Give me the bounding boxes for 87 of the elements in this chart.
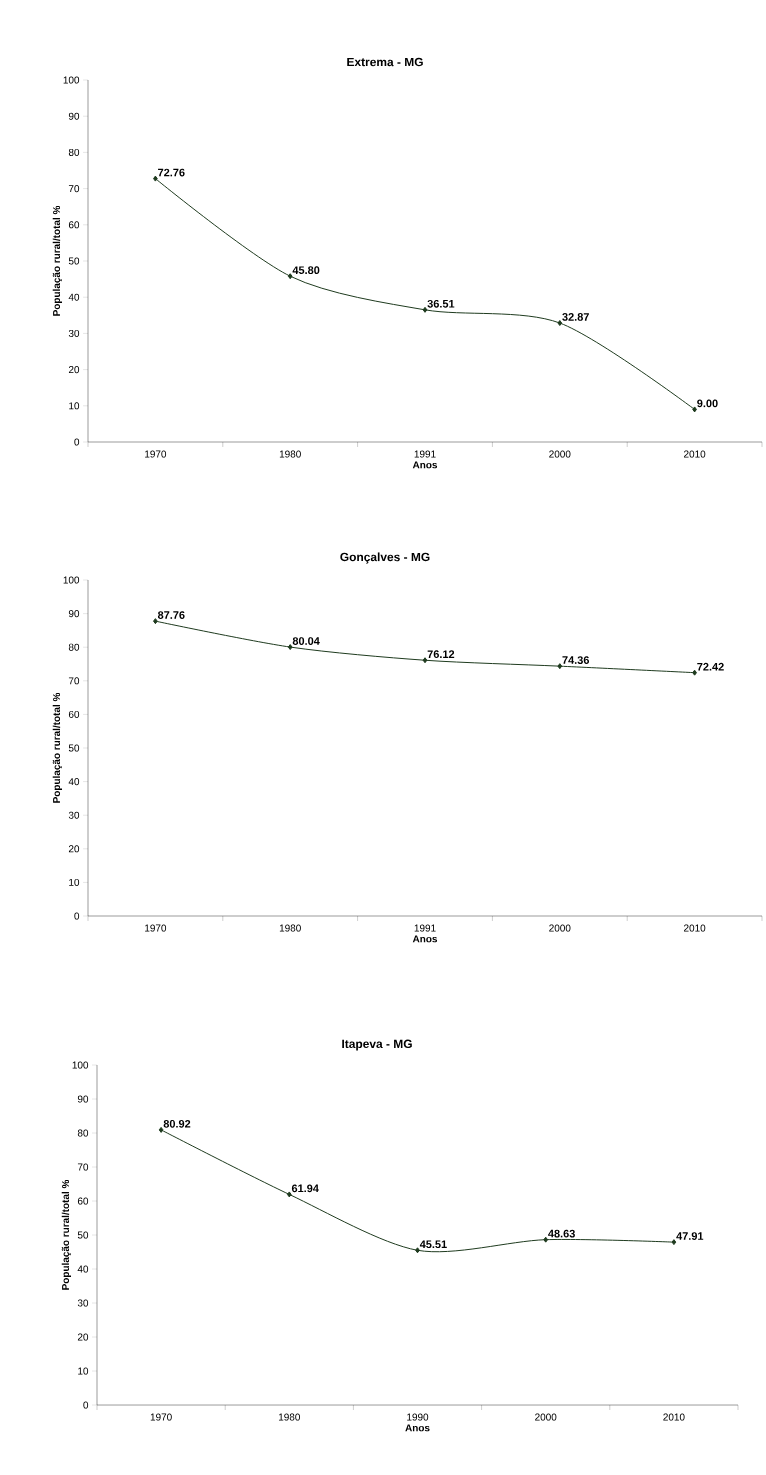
x-tick-label: 2010 — [663, 1413, 685, 1421]
y-tick-label: 100 — [72, 1061, 89, 1069]
y-tick-label: 10 — [69, 878, 80, 886]
y-tick-label: 60 — [77, 1197, 89, 1205]
y-tick-label: 40 — [77, 1265, 89, 1273]
chart-title: Itapeva - MG — [342, 1039, 412, 1051]
point — [158, 1126, 164, 1133]
data-label: 76.12 — [427, 650, 455, 659]
y-tick-label: 80 — [68, 643, 80, 651]
data-label: 9.00 — [697, 399, 718, 408]
y-tick-label: 0 — [74, 438, 80, 446]
x-tick-label: 1990 — [407, 1413, 429, 1421]
point — [557, 663, 563, 670]
point — [286, 1191, 292, 1198]
y-tick-label: 20 — [77, 1333, 89, 1341]
y-tick-label: 20 — [68, 366, 80, 374]
data-label: 61.94 — [291, 1184, 319, 1193]
y-tick-label: 90 — [77, 1095, 89, 1103]
x-tick-label: 2010 — [684, 450, 706, 458]
y-tick-label: 100 — [63, 576, 80, 584]
data-label: 72.42 — [697, 662, 724, 671]
x-tick-label: 2000 — [535, 1413, 557, 1421]
point — [671, 1239, 677, 1246]
y-axis-title: População rural/total % — [61, 1179, 72, 1290]
y-tick-label: 60 — [68, 710, 80, 718]
data-label: 47.91 — [676, 1232, 704, 1240]
data-label: 32.87 — [562, 313, 589, 321]
y-tick-label: 0 — [83, 1401, 89, 1409]
x-tick-label: 2010 — [684, 924, 706, 932]
x-tick-label: 2000 — [549, 450, 571, 458]
y-tick-label: 80 — [68, 148, 80, 156]
data-label: 45.80 — [292, 266, 320, 275]
point — [415, 1247, 420, 1254]
y-axis-title: População rural/total % — [52, 692, 63, 803]
point — [557, 320, 563, 326]
y-tick-label: 80 — [77, 1129, 89, 1137]
y-tick-label: 10 — [78, 1367, 89, 1375]
x-axis-title: Anos — [405, 1424, 430, 1432]
x-tick-label: 1970 — [145, 450, 167, 458]
y-tick-label: 40 — [68, 778, 80, 786]
data-label: 48.63 — [548, 1229, 575, 1238]
y-tick-label: 90 — [68, 112, 80, 120]
y-tick-label: 60 — [68, 221, 80, 229]
y-tick-label: 20 — [68, 845, 80, 853]
point — [692, 669, 697, 676]
data-label: 87.76 — [157, 611, 185, 619]
x-tick-label: 2000 — [549, 924, 571, 932]
x-tick-label: 1970 — [145, 924, 167, 932]
point — [153, 618, 158, 625]
x-tick-label: 1991 — [414, 450, 436, 458]
data-label: 72.76 — [158, 168, 185, 177]
y-tick-label: 40 — [68, 293, 80, 301]
y-tick-label: 70 — [68, 677, 80, 685]
point — [422, 306, 428, 313]
y-tick-label: 30 — [77, 1299, 89, 1307]
point — [422, 657, 428, 664]
x-axis-title: Anos — [412, 935, 438, 943]
data-label: 80.92 — [163, 1119, 191, 1128]
data-label: 36.51 — [427, 299, 455, 308]
x-tick-label: 1980 — [279, 450, 301, 458]
y-tick-label: 30 — [68, 811, 80, 819]
y-tick-label: 0 — [74, 912, 80, 920]
y-tick-label: 90 — [68, 610, 80, 618]
data-label: 80.04 — [292, 637, 320, 645]
x-tick-label: 1980 — [279, 924, 301, 932]
x-tick-label: 1970 — [150, 1413, 172, 1421]
point — [153, 175, 158, 182]
point — [287, 644, 293, 651]
y-tick-label: 50 — [68, 257, 80, 265]
x-axis-title: Anos — [412, 461, 438, 469]
x-tick-label: 1991 — [414, 924, 436, 932]
y-tick-label: 50 — [77, 1231, 89, 1239]
point — [287, 273, 293, 280]
y-tick-label: 10 — [69, 402, 80, 410]
y-tick-label: 30 — [68, 329, 80, 337]
data-label: 74.36 — [562, 656, 590, 664]
y-axis-title: População rural/total % — [52, 205, 63, 316]
y-tick-label: 50 — [68, 744, 80, 752]
y-tick-label: 70 — [77, 1163, 89, 1171]
chart-title: Extrema - MG — [347, 57, 423, 67]
point — [692, 406, 697, 413]
x-tick-label: 1980 — [278, 1413, 300, 1421]
y-tick-label: 70 — [68, 185, 80, 193]
chart-title: Gonçalves - MG — [340, 552, 430, 564]
point — [543, 1236, 549, 1243]
data-label: 45.51 — [419, 1240, 447, 1249]
y-tick-label: 100 — [63, 76, 80, 84]
